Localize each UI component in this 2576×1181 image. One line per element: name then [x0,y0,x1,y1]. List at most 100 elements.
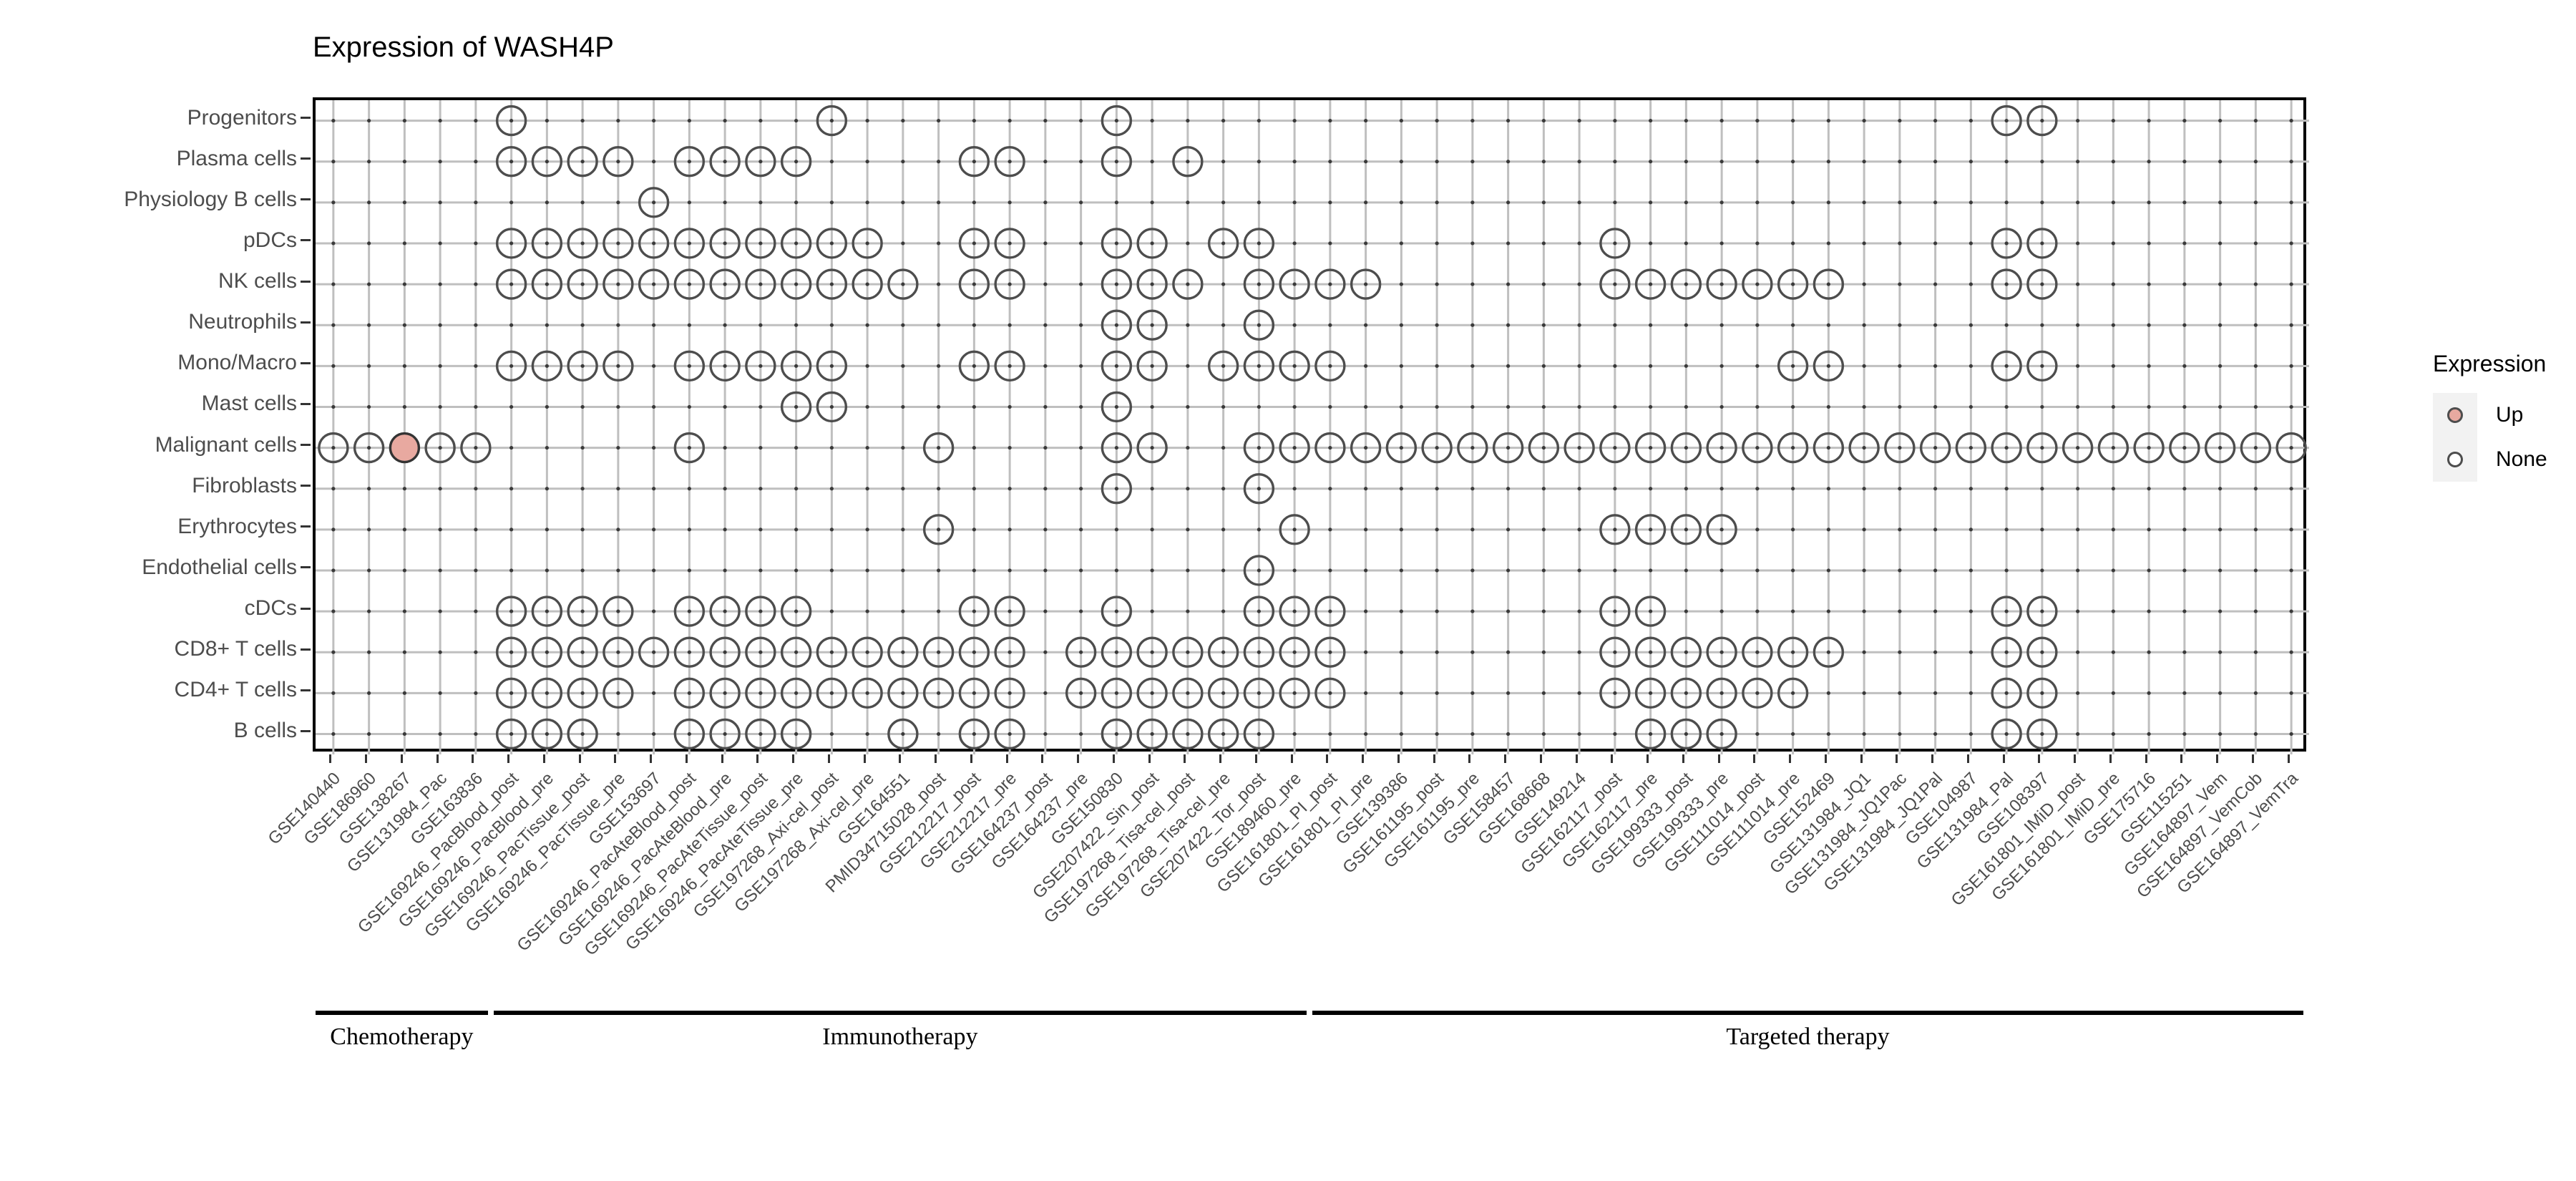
x-axis-tick-mark [1539,754,1542,763]
x-axis-tick-mark [1148,754,1151,763]
dot-marker [2026,596,2058,627]
dot-marker [1706,677,1737,709]
dot-marker [1243,228,1275,259]
dot-marker [424,432,456,464]
dot-marker [1670,268,1702,300]
dot-marker [638,187,670,218]
x-axis-tick-mark [1611,754,1614,763]
dot-marker [1777,432,1809,464]
group-range-bar [493,1011,1307,1015]
dot-marker [1634,596,1667,627]
dot-marker [1991,636,2022,668]
dot-marker [1421,432,1453,464]
y-axis-tick-mark [301,729,311,732]
dot-marker [852,677,883,709]
dot-marker [922,677,955,709]
y-axis-tick-label: Mono/Macro [177,351,297,375]
dot-marker [495,228,527,259]
dot-marker [1670,514,1702,545]
dot-marker [531,596,563,627]
dot-marker [1813,350,1845,382]
legend-dot-icon [2447,452,2463,467]
y-axis-tick-label: Neutrophils [188,310,297,334]
dot-marker [495,596,527,627]
dot-marker [1599,636,1631,668]
dot-marker [1813,636,1845,668]
dot-marker [745,228,776,259]
dot-marker [2026,350,2058,382]
dot-marker [1706,514,1737,545]
dot-marker [1243,596,1275,627]
dot-marker [958,228,990,259]
x-axis-tick-mark [2109,754,2112,763]
dot-marker [1813,268,1845,300]
dot-marker [1101,268,1133,300]
x-axis-tick-mark [1646,754,1649,763]
dot-marker [1314,432,1346,464]
dot-marker [1991,596,2022,627]
dot-marker [780,718,812,750]
dot-marker [1101,145,1133,178]
dot-marker [1634,718,1667,750]
dot-marker [1670,432,1702,464]
x-axis-tick-mark [1219,754,1222,763]
dot-marker [1706,718,1737,750]
dot-marker [673,268,706,300]
dot-marker [531,145,563,178]
dot-marker [673,596,706,627]
dot-marker [495,718,527,750]
dot-marker [1777,268,1809,300]
dot-marker [1243,718,1275,750]
dot-marker [958,596,990,627]
x-axis-tick-mark [1504,754,1507,763]
dot-marker [1101,636,1133,668]
dot-marker [1101,309,1133,341]
dot-marker [1172,636,1204,668]
y-axis-tick-label: pDCs [243,228,297,252]
x-axis-tick-mark [1184,754,1186,763]
dot-marker [1101,472,1133,505]
legend-item[interactable]: Up [2433,393,2576,437]
dot-marker [780,596,812,627]
dot-marker [2026,105,2058,137]
dot-marker [1742,432,1773,464]
dot-marker [673,636,706,668]
legend-items: Up None [2433,393,2576,482]
group-range-bar [315,1011,488,1015]
dot-marker [745,268,776,300]
dot-marker [1884,432,1916,464]
dot-marker [709,350,741,382]
legend-swatch [2433,393,2477,437]
y-axis-tick-label: Physiology B cells [124,187,297,211]
dot-marker [1634,432,1667,464]
legend-item[interactable]: None [2433,437,2576,482]
dot-marker [994,596,1025,627]
x-axis-tick-mark [329,754,332,763]
dot-marker [852,228,883,259]
dot-marker [1243,309,1275,341]
dot-marker [745,677,776,709]
dot-marker [1279,432,1310,464]
dot-marker [1599,432,1631,464]
dot-marker [887,636,919,668]
dot-marker [994,677,1025,709]
dot-marker [1813,432,1845,464]
dot-marker [709,677,741,709]
dot-marker [1136,432,1168,464]
dot-marker [958,677,990,709]
dot-marker [1599,268,1631,300]
dot-marker [745,718,776,750]
dot-marker [816,677,848,709]
dot-marker [1279,677,1310,709]
x-axis-tick-mark [1789,754,1792,763]
dot-marker [922,432,955,464]
dot-marker [2026,677,2058,709]
x-axis-tick-mark [1575,754,1578,763]
dot-marker [1599,228,1631,259]
dot-marker [531,228,563,259]
dot-marker [531,718,563,750]
y-axis-tick-mark [301,157,311,160]
dot-marker [1742,677,1773,709]
dot-marker [1279,596,1310,627]
y-axis-tick-label: CD8+ T cells [174,637,297,661]
